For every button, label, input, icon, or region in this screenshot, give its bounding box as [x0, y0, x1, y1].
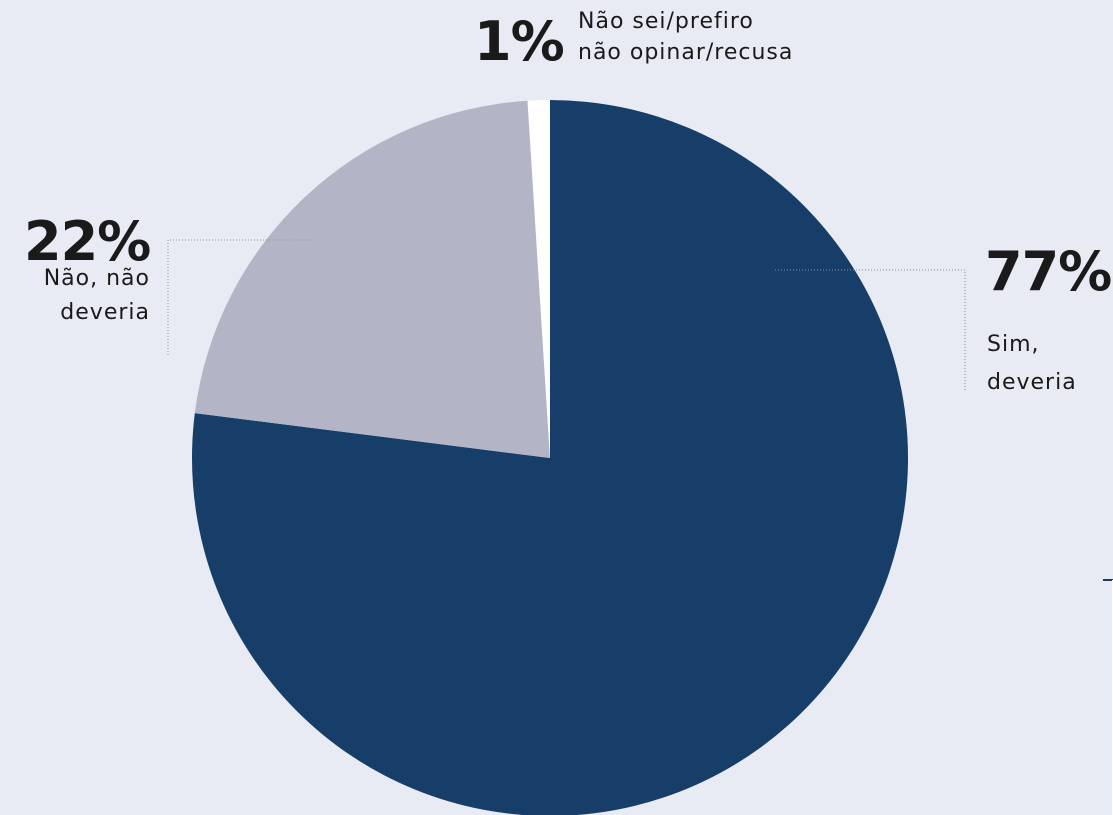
value-label: 77% [985, 240, 1112, 303]
value-label: 22% [24, 210, 151, 273]
category-label: Não, não deveria [43, 266, 150, 325]
category-label: Não sei/prefiro não opinar/recusa [578, 9, 794, 65]
leader-line [775, 269, 966, 392]
pie-slice [192, 100, 908, 815]
leader-lines [167, 239, 966, 392]
leader-line [167, 239, 312, 356]
pie-slice [527, 100, 550, 458]
pie-slice [194, 100, 550, 459]
value-label: 1% [474, 10, 565, 73]
pie [192, 100, 908, 815]
category-label: Sim, deveria [987, 332, 1077, 395]
